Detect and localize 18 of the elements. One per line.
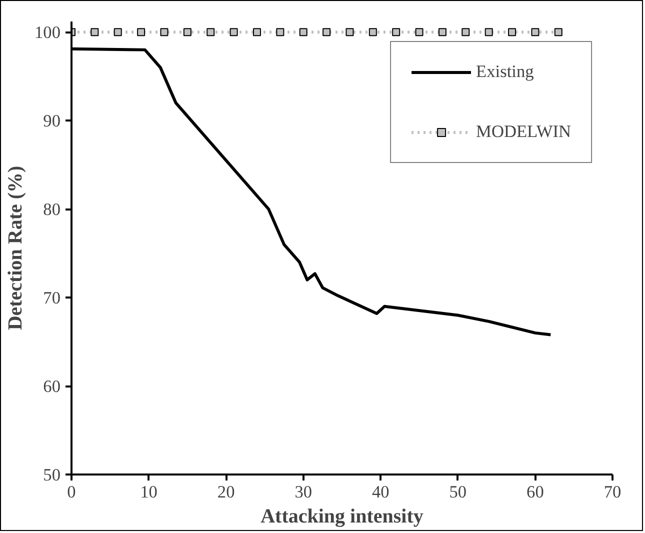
x-tick-label: 40 <box>372 482 390 502</box>
x-tick-label: 60 <box>526 482 544 502</box>
x-tick-label: 0 <box>67 482 76 502</box>
x-tick-label: 10 <box>140 482 158 502</box>
x-tick-label: 20 <box>217 482 235 502</box>
x-tick-label: 30 <box>294 482 312 502</box>
y-tick-label: 70 <box>43 288 60 308</box>
y-tick-label: 80 <box>43 200 60 220</box>
y-axis-title: Detection Rate (%) <box>4 166 27 330</box>
legend-label: Existing <box>476 62 534 82</box>
y-tick-label: 60 <box>43 377 60 396</box>
y-tick-label: 100 <box>34 23 61 42</box>
x-axis-title: Attacking intensity <box>260 506 424 528</box>
x-tick-label: 70 <box>604 482 622 502</box>
x-tick-label: 50 <box>449 482 467 502</box>
y-tick-label: 90 <box>43 112 60 131</box>
legend-label: MODELWIN <box>476 122 571 142</box>
y-tick-label: 50 <box>43 466 60 484</box>
